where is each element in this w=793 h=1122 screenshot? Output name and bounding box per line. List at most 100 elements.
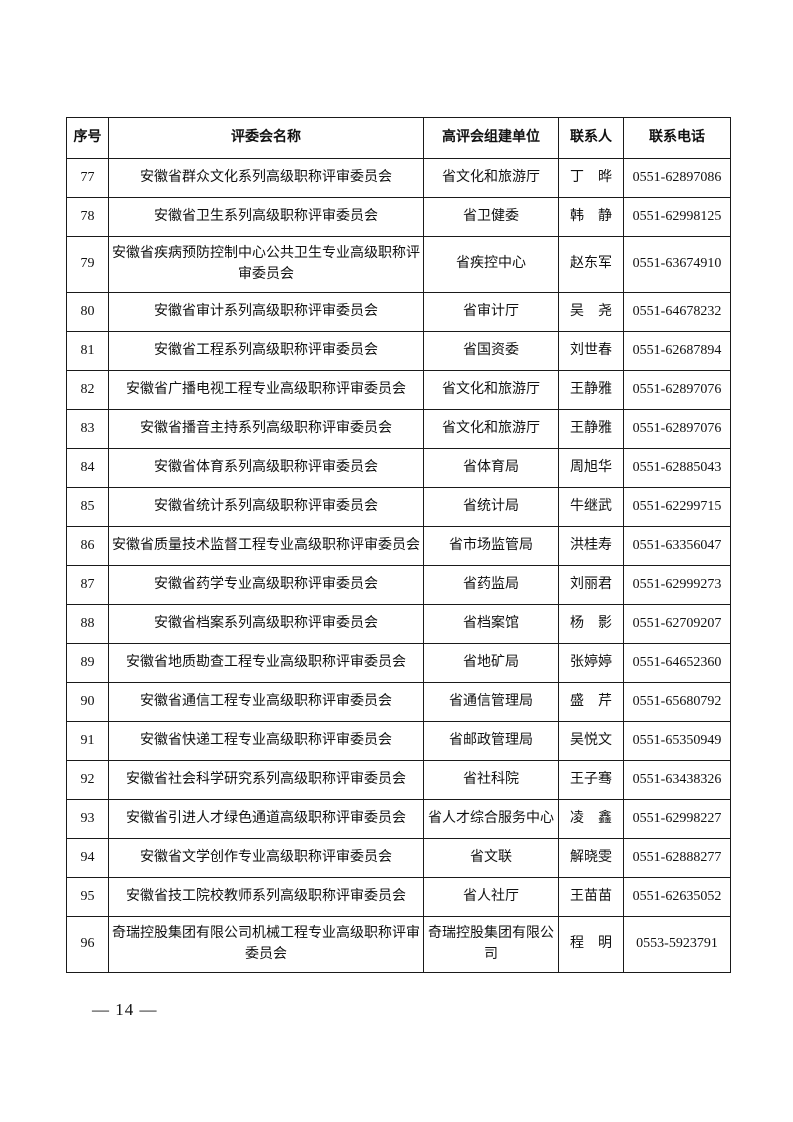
- cell-unit: 省邮政管理局: [423, 721, 559, 761]
- cell-name: 安徽省群众文化系列高级职称评审委员会: [108, 158, 424, 198]
- table-row: 81 安徽省工程系列高级职称评审委员会 省国资委 刘世春 0551-62687894: [66, 331, 731, 371]
- cell-phone: 0551-62998227: [623, 799, 731, 839]
- cell-name: 奇瑞控股集团有限公司机械工程专业高级职称评审委员会: [108, 916, 424, 973]
- cell-unit: 省人社厅: [423, 877, 559, 917]
- header-seq: 序号: [66, 117, 109, 159]
- cell-phone: 0551-62897076: [623, 409, 731, 449]
- cell-contact: 王子骞: [558, 760, 624, 800]
- cell-seq: 78: [66, 197, 109, 237]
- cell-seq: 95: [66, 877, 109, 917]
- cell-seq: 85: [66, 487, 109, 527]
- cell-seq: 91: [66, 721, 109, 761]
- cell-unit: 省档案馆: [423, 604, 559, 644]
- cell-name: 安徽省引进人才绿色通道高级职称评审委员会: [108, 799, 424, 839]
- table-row: 80 安徽省审计系列高级职称评审委员会 省审计厅吴 尧 0551-64678232: [66, 292, 731, 332]
- cell-phone: 0551-62687894: [623, 331, 731, 371]
- cell-contact: 刘丽君: [558, 565, 624, 605]
- table-row: 92 安徽省社会科学研究系列高级职称评审委员会 省社科院 王子骞 0551-634383…: [66, 760, 731, 800]
- cell-contact: 王静雅: [558, 370, 624, 410]
- cell-contact: 解晓雯: [558, 838, 624, 878]
- cell-name: 安徽省文学创作专业高级职称评审委员会: [108, 838, 424, 878]
- cell-contact: 王苗苗: [558, 877, 624, 917]
- cell-contact: 盛 芹: [558, 682, 624, 722]
- cell-seq: 92: [66, 760, 109, 800]
- cell-seq: 77: [66, 158, 109, 198]
- cell-contact: 吴 尧: [558, 292, 624, 332]
- cell-name: 安徽省档案系列高级职称评审委员会: [108, 604, 424, 644]
- cell-unit: 省药监局: [423, 565, 559, 605]
- cell-name: 安徽省体育系列高级职称评审委员会: [108, 448, 424, 488]
- table-row: 85 安徽省统计系列高级职称评审委员会 省统计局 牛继武 0551-62299715: [66, 487, 731, 527]
- cell-name: 安徽省药学专业高级职称评审委员会: [108, 565, 424, 605]
- table-row: 84 安徽省体育系列高级职称评审委员会 省体育局 周旭华 0551-62885043: [66, 448, 731, 488]
- cell-name: 安徽省通信工程专业高级职称评审委员会: [108, 682, 424, 722]
- cell-seq: 81: [66, 331, 109, 371]
- table-row: 96 奇瑞控股集团有限公司机械工程专业高级职称评审委员会 奇瑞控股集团有限公司程 明…: [66, 916, 731, 973]
- header-committee-name: 评委会名称: [108, 117, 424, 159]
- cell-contact: 韩 静: [558, 197, 624, 237]
- cell-phone: 0551-64652360: [623, 643, 731, 683]
- cell-phone: 0553-5923791: [623, 916, 731, 973]
- cell-name: 安徽省工程系列高级职称评审委员会: [108, 331, 424, 371]
- cell-contact: 丁 晔: [558, 158, 624, 198]
- table-row: 79 安徽省疾病预防控制中心公共卫生专业高级职称评审委员会 省疾控中心 赵东军 0551…: [66, 236, 731, 293]
- cell-unit: 省人才综合服务中心: [423, 799, 559, 839]
- cell-unit: 省统计局: [423, 487, 559, 527]
- cell-unit: 省文化和旅游厅: [423, 158, 559, 198]
- cell-name: 安徽省卫生系列高级职称评审委员会: [108, 197, 424, 237]
- table-row: 77 安徽省群众文化系列高级职称评审委员会 省文化和旅游厅丁 晔 0551-62897…: [66, 158, 731, 198]
- cell-seq: 83: [66, 409, 109, 449]
- cell-name: 安徽省技工院校教师系列高级职称评审委员会: [108, 877, 424, 917]
- cell-contact: 牛继武: [558, 487, 624, 527]
- cell-seq: 84: [66, 448, 109, 488]
- page-number: — 14 —: [92, 1000, 158, 1019]
- table-row: 78 安徽省卫生系列高级职称评审委员会 省卫健委韩 静 0551-62998125: [66, 197, 731, 237]
- cell-name: 安徽省广播电视工程专业高级职称评审委员会: [108, 370, 424, 410]
- header-contact-phone: 联系电话: [623, 117, 731, 159]
- cell-unit: 省体育局: [423, 448, 559, 488]
- cell-unit: 省文化和旅游厅: [423, 409, 559, 449]
- cell-contact: 吴悦文: [558, 721, 624, 761]
- cell-unit: 省通信管理局: [423, 682, 559, 722]
- cell-seq: 88: [66, 604, 109, 644]
- cell-name: 安徽省播音主持系列高级职称评审委员会: [108, 409, 424, 449]
- cell-contact: 凌 鑫: [558, 799, 624, 839]
- table-row: 91 安徽省快递工程专业高级职称评审委员会 省邮政管理局 吴悦文 0551-653509…: [66, 721, 731, 761]
- cell-phone: 0551-65350949: [623, 721, 731, 761]
- cell-name: 安徽省疾病预防控制中心公共卫生专业高级职称评审委员会: [108, 236, 424, 293]
- cell-unit: 省卫健委: [423, 197, 559, 237]
- cell-contact: 程 明: [558, 916, 624, 973]
- table-row: 90 安徽省通信工程专业高级职称评审委员会 省通信管理局盛 芹 0551-656807…: [66, 682, 731, 722]
- cell-contact: 杨 影: [558, 604, 624, 644]
- cell-phone: 0551-63438326: [623, 760, 731, 800]
- cell-unit: 省社科院: [423, 760, 559, 800]
- cell-phone: 0551-62998125: [623, 197, 731, 237]
- cell-seq: 87: [66, 565, 109, 605]
- cell-seq: 93: [66, 799, 109, 839]
- cell-seq: 90: [66, 682, 109, 722]
- cell-seq: 82: [66, 370, 109, 410]
- cell-phone: 0551-62635052: [623, 877, 731, 917]
- header-organizing-unit: 高评会组建单位: [423, 117, 559, 159]
- table-row: 86 安徽省质量技术监督工程专业高级职称评审委员会 省市场监管局 洪桂寿 0551-63…: [66, 526, 731, 566]
- cell-seq: 86: [66, 526, 109, 566]
- cell-name: 安徽省社会科学研究系列高级职称评审委员会: [108, 760, 424, 800]
- table-row: 87 安徽省药学专业高级职称评审委员会 省药监局 刘丽君 0551-62999273: [66, 565, 731, 605]
- cell-unit: 省国资委: [423, 331, 559, 371]
- cell-phone: 0551-62888277: [623, 838, 731, 878]
- cell-phone: 0551-62299715: [623, 487, 731, 527]
- cell-contact: 洪桂寿: [558, 526, 624, 566]
- cell-name: 安徽省统计系列高级职称评审委员会: [108, 487, 424, 527]
- table-row: 83 安徽省播音主持系列高级职称评审委员会 省文化和旅游厅 王静雅 0551-62897…: [66, 409, 731, 449]
- cell-phone: 0551-62999273: [623, 565, 731, 605]
- cell-unit: 省文联: [423, 838, 559, 878]
- cell-seq: 80: [66, 292, 109, 332]
- cell-seq: 79: [66, 236, 109, 293]
- table-row: 89 安徽省地质勘查工程专业高级职称评审委员会 省地矿局 张婷婷 0551-646523…: [66, 643, 731, 683]
- cell-unit: 省审计厅: [423, 292, 559, 332]
- cell-contact: 赵东军: [558, 236, 624, 293]
- cell-phone: 0551-64678232: [623, 292, 731, 332]
- table-row: 93 安徽省引进人才绿色通道高级职称评审委员会 省人才综合服务中心凌 鑫 0551-6…: [66, 799, 731, 839]
- cell-phone: 0551-62897086: [623, 158, 731, 198]
